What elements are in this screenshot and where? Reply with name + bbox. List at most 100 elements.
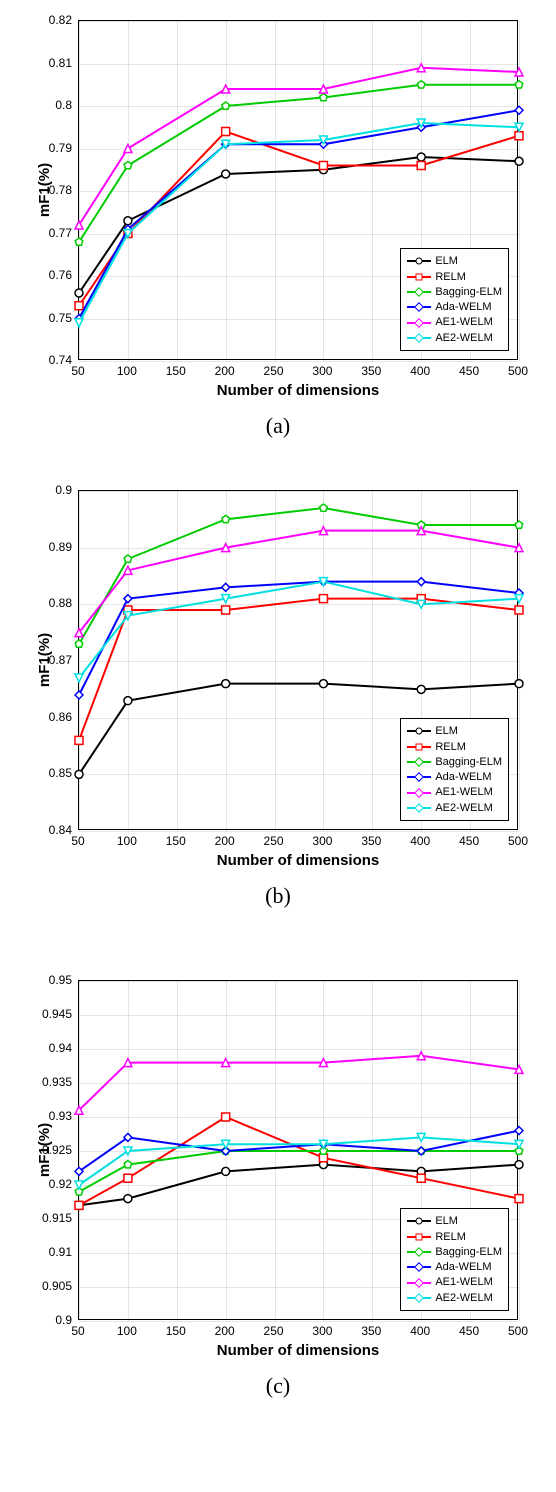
- legend-marker-icon: [414, 757, 424, 767]
- series-marker: [417, 1052, 425, 1060]
- series-marker: [222, 85, 230, 93]
- series-line: [79, 1056, 519, 1110]
- legend-item: ELM: [407, 724, 502, 738]
- legend-item: RELM: [407, 270, 502, 284]
- x-tick-label: 250: [264, 834, 284, 848]
- series-marker: [515, 521, 523, 528]
- series-marker: [222, 595, 230, 603]
- x-axis-label: Number of dimensions: [217, 382, 380, 399]
- legend-swatch-icon: [407, 761, 431, 763]
- legend-item: AE2-WELM: [407, 331, 502, 345]
- legend-marker-icon: [414, 803, 424, 813]
- series-marker: [515, 132, 523, 140]
- series-marker: [75, 770, 83, 778]
- x-tick-label: 50: [71, 1324, 84, 1338]
- series-marker: [515, 1161, 523, 1169]
- x-tick-label: 250: [264, 1324, 284, 1338]
- legend-label: RELM: [435, 740, 466, 754]
- x-tick-label: 50: [71, 834, 84, 848]
- series-marker: [515, 595, 523, 603]
- legend-label: AE2-WELM: [435, 1291, 492, 1305]
- legend-swatch-icon: [407, 306, 431, 308]
- legend-item: AE2-WELM: [407, 801, 502, 815]
- y-axis-label: mF1(%): [36, 633, 53, 687]
- x-tick-label: 150: [166, 364, 186, 378]
- series-marker: [515, 106, 523, 114]
- series-marker: [515, 157, 523, 165]
- legend-item: RELM: [407, 740, 502, 754]
- panel-caption: (a): [18, 413, 538, 439]
- series-marker: [124, 217, 132, 225]
- series-marker: [417, 578, 425, 586]
- series-marker: [75, 674, 83, 682]
- x-tick-label: 400: [410, 834, 430, 848]
- x-tick-label: 350: [361, 1324, 381, 1338]
- legend-label: Bagging-ELM: [435, 285, 502, 299]
- legend-swatch-icon: [407, 276, 431, 278]
- series-marker: [319, 1154, 327, 1162]
- series-marker: [222, 544, 230, 552]
- legend-label: RELM: [435, 1230, 466, 1244]
- x-tick-label: 500: [508, 834, 528, 848]
- series-marker: [222, 128, 230, 136]
- legend-swatch-icon: [407, 337, 431, 339]
- series-marker: [75, 319, 83, 327]
- x-tick-label: 100: [117, 1324, 137, 1338]
- x-tick-label: 50: [71, 364, 84, 378]
- plot-area: ELM RELMBagging-ELMAda-WELMAE1-WELM AE2-WE…: [78, 20, 518, 360]
- legend-marker-icon: [414, 333, 424, 343]
- series-marker: [222, 606, 230, 614]
- x-tick-label: 200: [215, 364, 235, 378]
- series-marker: [222, 1167, 230, 1175]
- series-marker: [75, 302, 83, 310]
- legend: ELMRELMBagging-ELMAda-WELMAE1-WELMAE2-WE…: [400, 1208, 509, 1311]
- gridline-v: [519, 491, 520, 831]
- legend-swatch-icon: [407, 1266, 431, 1268]
- series-marker: [124, 1059, 132, 1067]
- legend-marker-icon: [416, 1218, 423, 1225]
- x-tick-label: 450: [459, 1324, 479, 1338]
- legend-item: Bagging-ELM: [407, 285, 502, 299]
- series-marker: [417, 162, 425, 170]
- legend-label: Bagging-ELM: [435, 1245, 502, 1259]
- x-tick-label: 500: [508, 364, 528, 378]
- series-marker: [319, 527, 327, 535]
- chart-panel: ELMRELMBagging-ELMAda-WELMAE1-WELMAE2-WE…: [18, 480, 538, 880]
- legend-marker-icon: [416, 258, 423, 265]
- series-marker: [320, 94, 328, 101]
- series-line: [79, 582, 519, 695]
- legend-label: Ada-WELM: [435, 300, 491, 314]
- panel-caption: (b): [18, 883, 538, 909]
- legend-swatch-icon: [407, 1236, 431, 1238]
- series-marker: [124, 555, 132, 562]
- plot-area: ELMRELMBagging-ELMAda-WELMAE1-WELMAE2-WE…: [78, 490, 518, 830]
- legend-item: AE1-WELM: [407, 785, 502, 799]
- series-marker: [515, 1195, 523, 1203]
- legend-swatch-icon: [407, 792, 431, 794]
- series-marker: [124, 1161, 132, 1168]
- series-marker: [222, 583, 230, 591]
- x-tick-label: 150: [166, 834, 186, 848]
- legend-swatch-icon: [407, 730, 431, 732]
- x-tick-label: 400: [410, 1324, 430, 1338]
- legend-label: AE1-WELM: [435, 315, 492, 329]
- series-marker: [124, 595, 132, 603]
- gridline-h: [79, 831, 519, 832]
- series-marker: [319, 1140, 327, 1148]
- series-marker: [515, 1127, 523, 1135]
- legend-marker-icon: [414, 287, 424, 297]
- series-line: [79, 68, 519, 225]
- x-tick-label: 300: [312, 834, 332, 848]
- series-marker: [417, 685, 425, 693]
- legend-marker-icon: [414, 1247, 424, 1257]
- series-marker: [75, 289, 83, 297]
- series-marker: [320, 504, 328, 511]
- legend-marker-icon: [414, 318, 424, 328]
- legend-label: ELM: [435, 254, 458, 268]
- series-marker: [222, 1140, 230, 1148]
- legend-swatch-icon: [407, 322, 431, 324]
- series-marker: [124, 1174, 132, 1182]
- chart-panel: ELMRELMBagging-ELMAda-WELMAE1-WELMAE2-WE…: [18, 970, 538, 1370]
- legend-swatch-icon: [407, 746, 431, 748]
- series-marker: [75, 1201, 83, 1209]
